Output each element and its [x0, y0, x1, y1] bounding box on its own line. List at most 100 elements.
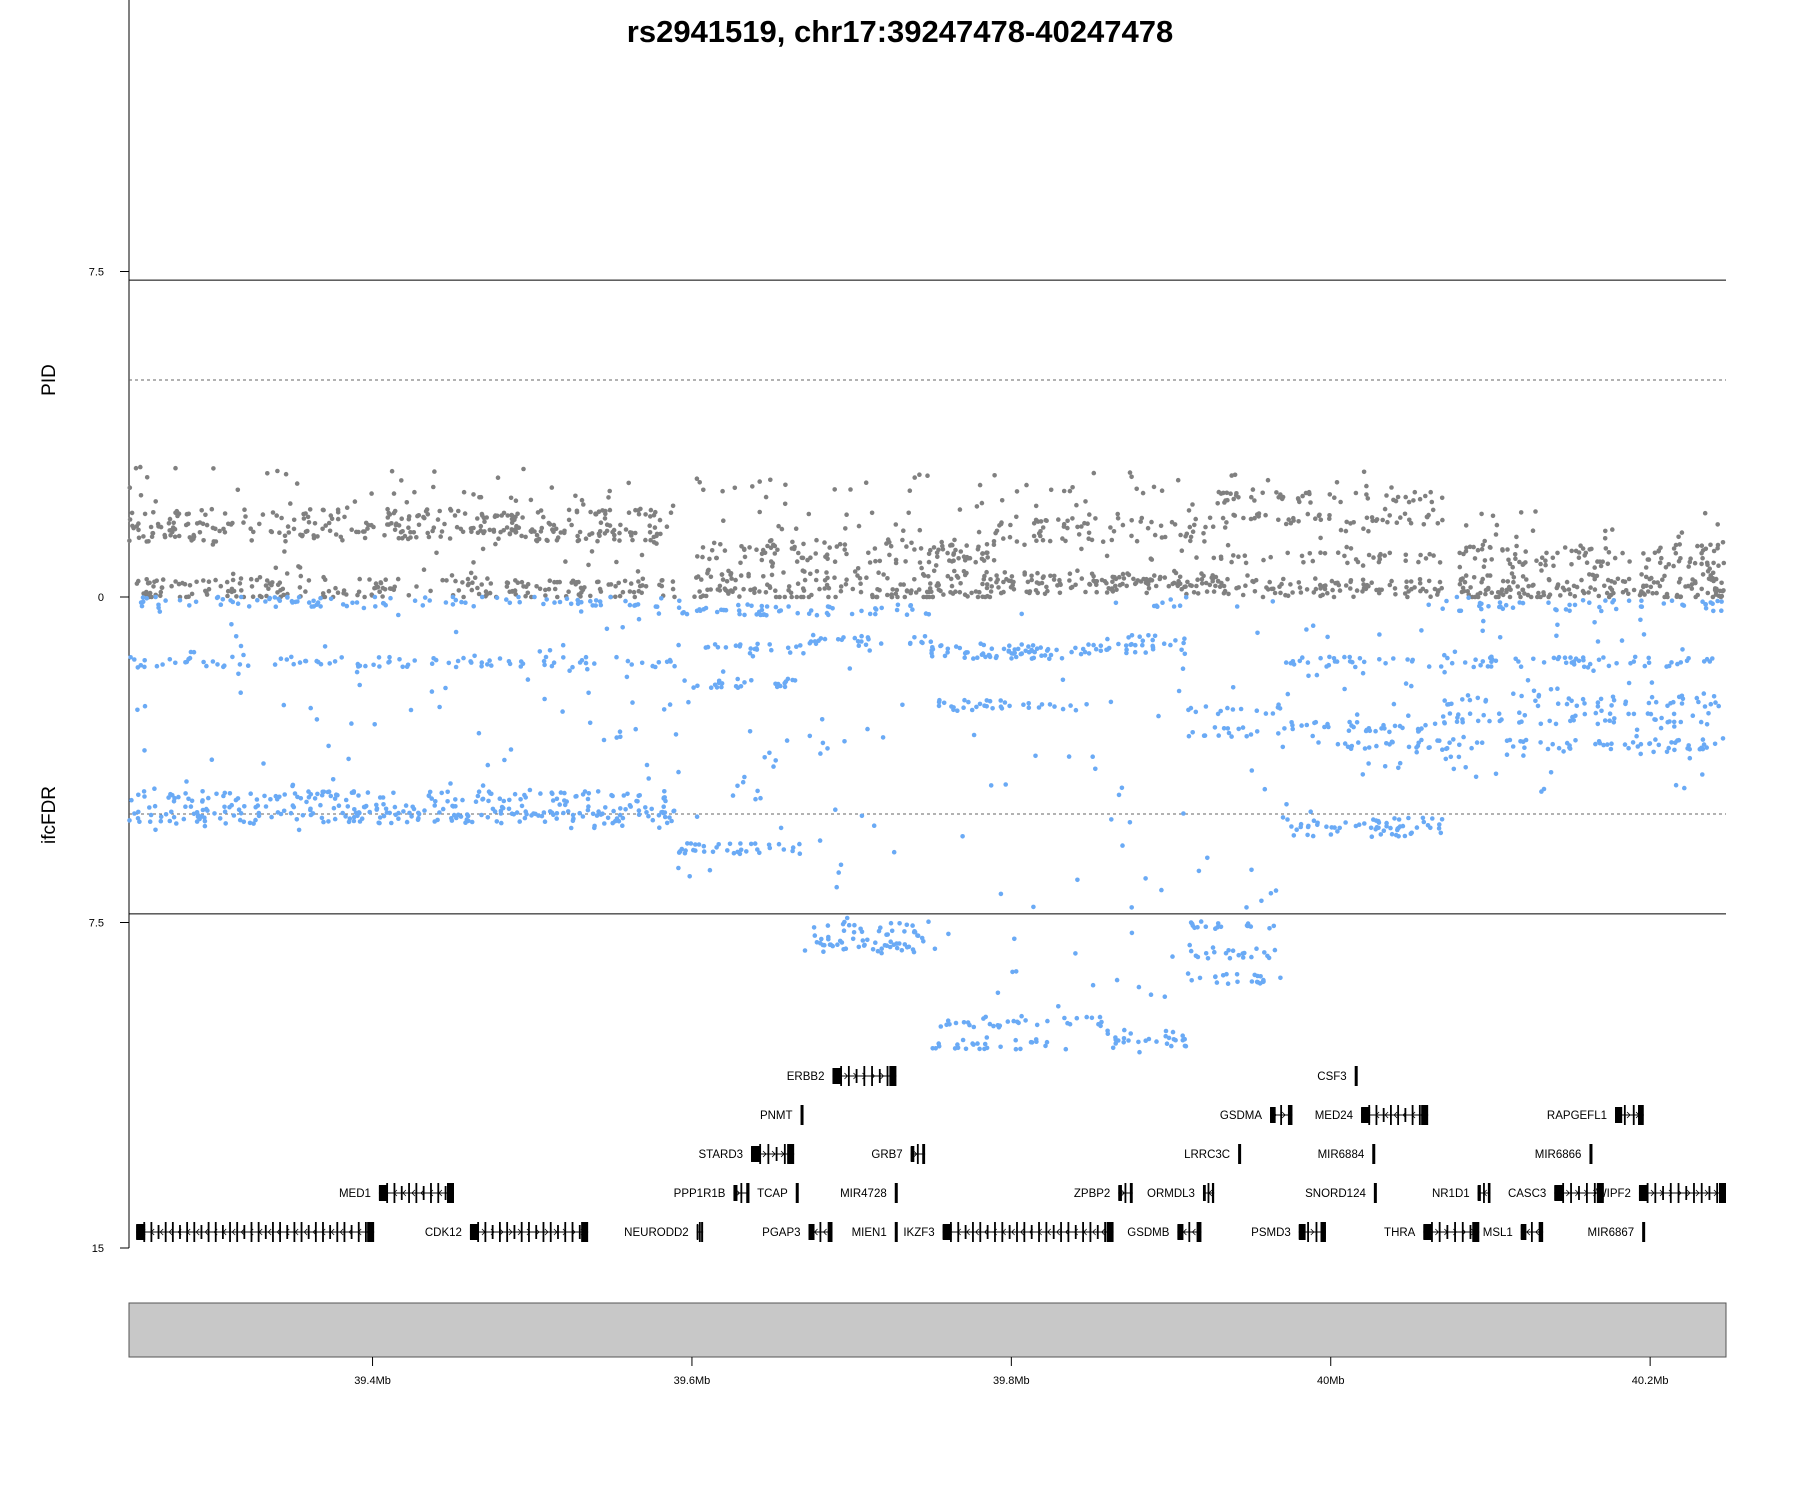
ifcfdr-point: [842, 919, 847, 925]
ifcfdr-point: [1607, 718, 1612, 723]
pid-point: [136, 527, 141, 533]
ifcfdr-point: [995, 990, 1001, 996]
axes-group: 157.507.515: [89, 0, 1726, 1255]
pid-point: [636, 588, 642, 594]
ifcfdr-point: [852, 635, 858, 641]
pid-point: [855, 566, 861, 571]
pid-point: [1713, 592, 1719, 597]
exon: [1202, 1185, 1206, 1201]
ifcfdr-point: [1497, 635, 1503, 640]
ifcfdr-point: [1126, 635, 1131, 640]
pid-point: [913, 590, 919, 595]
ifcfdr-point: [218, 602, 224, 607]
pid-point: [504, 580, 510, 585]
ifcfdr-point: [1304, 722, 1310, 728]
ifcfdr-point: [330, 777, 336, 782]
pid-point: [406, 516, 412, 522]
ifcfdr-point: [1384, 820, 1389, 826]
ifcfdr-point: [209, 757, 215, 762]
pid-point: [916, 587, 922, 592]
ifcfdr-point: [345, 804, 351, 809]
exon: [1623, 1105, 1626, 1125]
ifcfdr-point: [1203, 951, 1209, 956]
ifcfdr-point: [1489, 654, 1494, 660]
pid-point: [1229, 559, 1234, 565]
pid-point: [964, 543, 969, 548]
pid-point: [741, 546, 747, 552]
pid-point: [1086, 536, 1091, 541]
ifcfdr-point: [617, 729, 623, 734]
strand-arrow: [736, 1189, 741, 1197]
pid-point: [931, 545, 937, 550]
pid-point: [127, 485, 133, 491]
ifcfdr-point: [542, 662, 547, 668]
ifcfdr-point: [664, 820, 670, 826]
pid-point: [552, 586, 558, 592]
ifcfdr-point: [561, 655, 566, 660]
exon: [1446, 1225, 1449, 1239]
ifcfdr-point: [1521, 753, 1526, 758]
exon: [942, 1224, 952, 1240]
ifcfdr-point: [1626, 745, 1631, 751]
ifcfdr-point: [802, 948, 808, 953]
exon: [767, 1144, 770, 1164]
pid-point: [1615, 576, 1621, 582]
ifcfdr-point: [1328, 832, 1334, 837]
ifcfdr-point: [797, 841, 802, 847]
pid-point: [633, 530, 638, 536]
pid-point: [1712, 587, 1718, 593]
ifcfdr-point: [1474, 740, 1480, 745]
pid-point: [1440, 517, 1445, 523]
pid-point: [1313, 586, 1319, 592]
ifcfdr-point: [926, 919, 931, 924]
ifcfdr-point: [962, 697, 967, 703]
exon: [1270, 1107, 1276, 1123]
ifcfdr-point: [1510, 744, 1516, 749]
ifcfdr-point: [1078, 651, 1084, 657]
gene-label: PGAP3: [762, 1227, 800, 1239]
pid-point: [598, 520, 604, 525]
strand-arrow: [429, 1189, 434, 1197]
ifcfdr-point: [814, 940, 820, 945]
pid-point: [160, 577, 166, 582]
pid-point: [657, 517, 663, 523]
pid-point: [694, 476, 700, 482]
pid-point: [900, 537, 905, 543]
ifcfdr-point: [132, 811, 137, 816]
exon: [972, 1222, 974, 1242]
pid-point: [575, 533, 580, 539]
ifcfdr-point: [693, 842, 698, 847]
pid-point: [426, 534, 432, 540]
pid-point: [1558, 593, 1563, 598]
pid-point: [378, 580, 384, 585]
ifcfdr-point: [1686, 656, 1691, 661]
ifcfdr-point: [871, 823, 877, 828]
pid-point: [718, 542, 723, 547]
ifcfdr-point: [839, 637, 845, 643]
pid-point: [1705, 569, 1711, 574]
pid-point: [127, 538, 132, 543]
pid-point: [1460, 576, 1465, 581]
pid-point: [773, 588, 778, 593]
pid-point: [1588, 585, 1593, 590]
ifcfdr-point: [332, 659, 338, 664]
pid-point: [270, 510, 276, 515]
pid-point: [1224, 520, 1229, 525]
ifcfdr-point: [978, 641, 983, 646]
ifcfdr-point: [1305, 832, 1310, 838]
ifcfdr-point: [1538, 740, 1543, 745]
ifcfdr-point: [245, 663, 251, 668]
ifcfdr-point: [787, 650, 793, 655]
pid-point: [796, 550, 801, 556]
pid-point: [1428, 489, 1433, 495]
pid-point: [817, 586, 822, 592]
ifcfdr-point: [1704, 722, 1710, 727]
exon: [889, 1066, 897, 1086]
ifcfdr-point: [1603, 598, 1608, 603]
ifcfdr-point: [173, 660, 178, 666]
pid-point: [1278, 590, 1283, 596]
ifcfdr-point: [138, 600, 144, 605]
ifcfdr-point: [835, 637, 841, 642]
pid-point: [980, 594, 985, 600]
pid-point: [1083, 499, 1088, 504]
